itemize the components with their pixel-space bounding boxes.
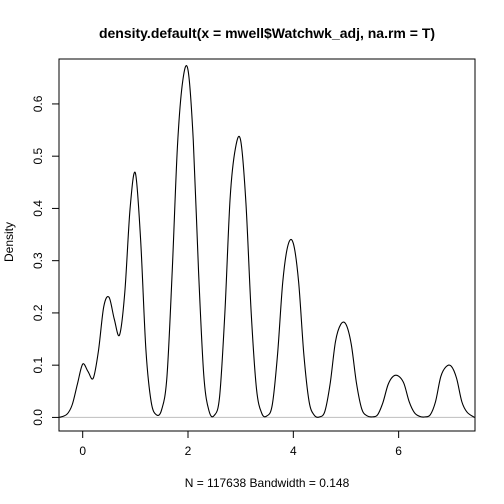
density-curve-line [59,65,475,418]
y-tick-label: 0.0 [31,409,45,426]
y-tick-label: 0.3 [31,252,45,269]
y-tick-label: 0.5 [31,148,45,165]
x-axis-label: N = 117638 Bandwidth = 0.148 [185,476,350,490]
x-tick-label: 2 [185,444,192,458]
x-tick-label: 6 [395,444,402,458]
y-axis-label: Density [2,222,16,262]
y-tick-label: 0.6 [31,95,45,112]
y-tick-label: 0.2 [31,304,45,321]
plot-frame [58,58,476,432]
chart-title: density.default(x = mwell$Watchwk_adj, n… [99,25,435,41]
y-axis: 0.0 0.1 0.2 0.3 0.4 0.5 0.6 [31,95,60,426]
x-tick-label: 0 [79,444,86,458]
x-axis: 0 2 4 6 [79,430,402,458]
y-tick-label: 0.4 [31,200,45,217]
y-tick-label: 0.1 [31,357,45,374]
x-tick-label: 4 [290,444,297,458]
